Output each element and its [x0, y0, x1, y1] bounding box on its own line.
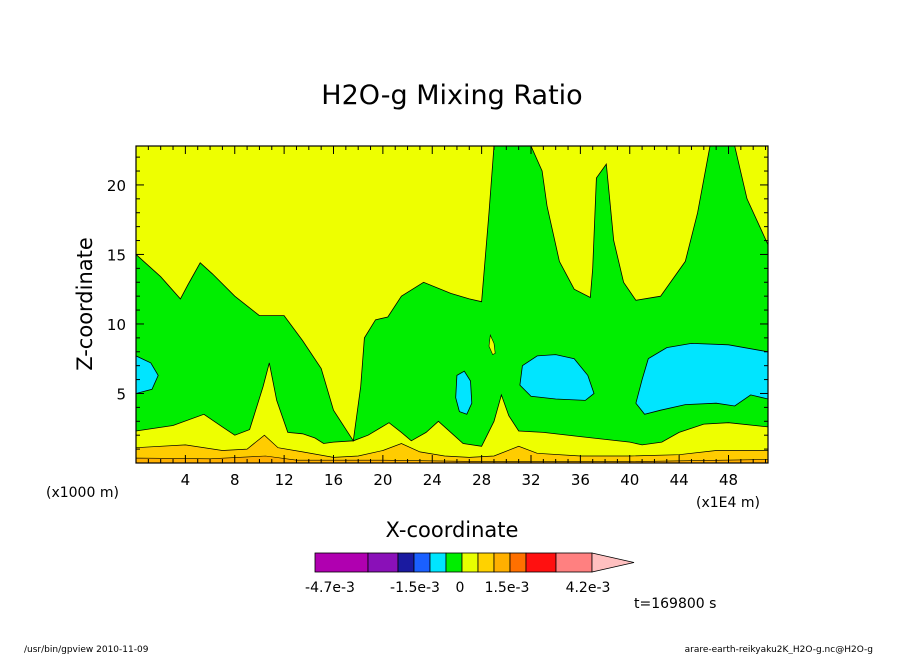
y-tick-label: 10 — [107, 316, 126, 334]
x-tick-label: 40 — [620, 471, 639, 489]
colorbar-swatch — [413, 552, 431, 573]
cyan-region-2 — [455, 370, 473, 415]
x-tick-label: 32 — [521, 471, 540, 489]
colorbar-label: -1.5e-3 — [390, 580, 440, 596]
plot-frame — [135, 145, 769, 464]
time-label: t=169800 s — [634, 596, 716, 612]
colorbar-swatch — [367, 552, 399, 573]
notch-region — [488, 333, 496, 356]
cyan-region-4 — [635, 342, 768, 415]
colorbar-swatch — [477, 552, 495, 573]
colorbar-swatch — [314, 552, 369, 573]
colorbar-arrow — [591, 552, 635, 573]
colorbar-swatch — [429, 552, 447, 573]
colorbar-label: -4.7e-3 — [305, 580, 355, 596]
footer-right: arare-earth-reikyaku2K_H2O-g.nc@H2O-g — [685, 645, 873, 654]
y-tick-label: 15 — [107, 246, 126, 264]
colorbar-swatch — [555, 552, 593, 573]
x-tick-label: 24 — [423, 471, 442, 489]
colorbar-swatch — [445, 552, 463, 573]
colorbar-swatch — [397, 552, 415, 573]
gold-band — [136, 434, 768, 463]
colorbar: -4.7e-3 -1.5e-3 0 1.5e-3 4.2e-3 — [305, 552, 635, 596]
y-axis-label: Z-coordinate — [73, 237, 97, 371]
contour-layers — [136, 146, 768, 463]
x-tick-label: 28 — [472, 471, 491, 489]
colorbar-swatch — [493, 552, 511, 573]
x-tick-label: 48 — [719, 471, 738, 489]
x-axis-label: X-coordinate — [386, 518, 519, 542]
chart-title: H2O-g Mixing Ratio — [321, 80, 582, 111]
green-region — [136, 146, 768, 447]
colorbar-swatch — [525, 552, 557, 573]
y-tick-label: 20 — [107, 177, 126, 195]
y-tick-label: 5 — [116, 385, 126, 403]
colorbar-label: 4.2e-3 — [566, 580, 611, 596]
cyan-region-3 — [519, 354, 595, 401]
x-tick-label: 36 — [571, 471, 590, 489]
x-tick-label: 44 — [670, 471, 689, 489]
colorbar-swatch — [461, 552, 479, 573]
x-tick-label: 4 — [181, 471, 191, 489]
footer-left: /usr/bin/gpview 2010-11-09 — [24, 645, 149, 654]
cyan-region-1 — [136, 355, 159, 394]
colorbar-label: 0 — [456, 580, 465, 596]
x-tick-label: 8 — [230, 471, 240, 489]
x-unit-right: (x1E4 m) — [696, 495, 760, 511]
x-tick-label: 20 — [373, 471, 392, 489]
x-tick-label: 16 — [324, 471, 343, 489]
x-tick-label: 12 — [275, 471, 294, 489]
x-unit-left: (x1000 m) — [46, 485, 119, 501]
colorbar-swatch — [509, 552, 527, 573]
colorbar-label: 1.5e-3 — [485, 580, 530, 596]
